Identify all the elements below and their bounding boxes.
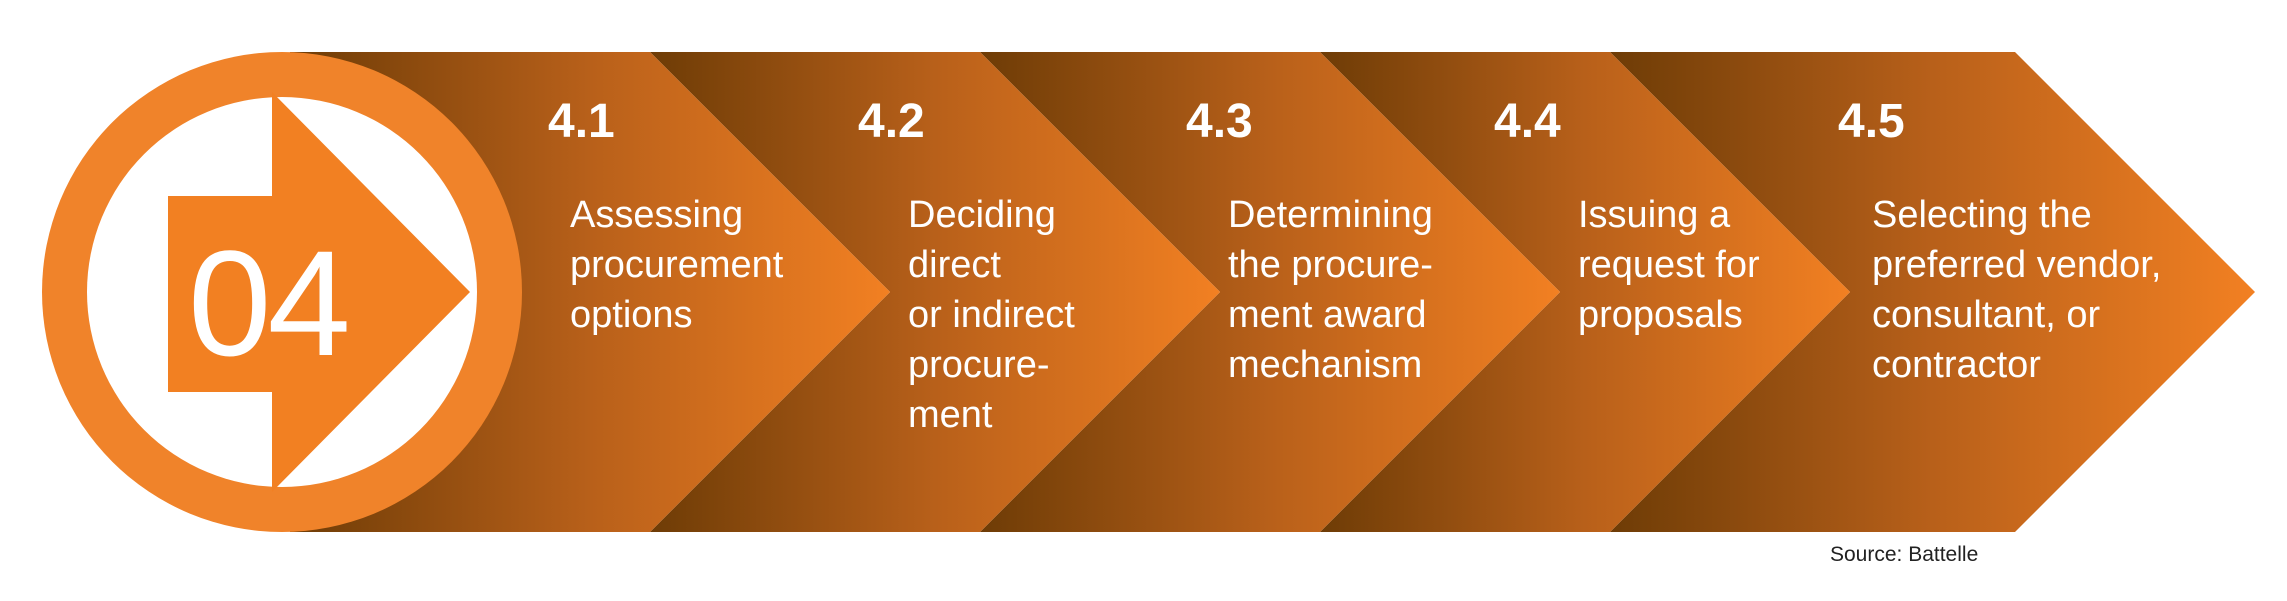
step-2-text: Deciding direct or indirect procure- men…	[908, 194, 1075, 436]
step-4-number: 4.4	[1494, 95, 1561, 148]
chevron-step-3	[980, 52, 1560, 532]
chevron-step-4	[1320, 52, 1850, 532]
badge-number: 04	[188, 219, 351, 387]
step-4-text: Issuing a request for proposals	[1578, 194, 1760, 336]
chevron-step-5	[1610, 52, 2255, 532]
step-1-text: Assessing procurement options	[570, 194, 784, 336]
step-3-text: Determining the procure- ment award mech…	[1228, 194, 1433, 386]
step-5-text: Selecting the preferred vendor, consulta…	[1872, 194, 2162, 386]
arrow-right-icon	[168, 92, 470, 492]
step-5-number: 4.5	[1838, 95, 1905, 148]
source-credit: Source: Battelle	[1830, 543, 1979, 566]
step-3-number: 4.3	[1186, 95, 1253, 148]
step-1-number: 4.1	[548, 95, 615, 148]
step-2-number: 4.2	[858, 95, 925, 148]
chevron-step-2	[650, 52, 1220, 532]
